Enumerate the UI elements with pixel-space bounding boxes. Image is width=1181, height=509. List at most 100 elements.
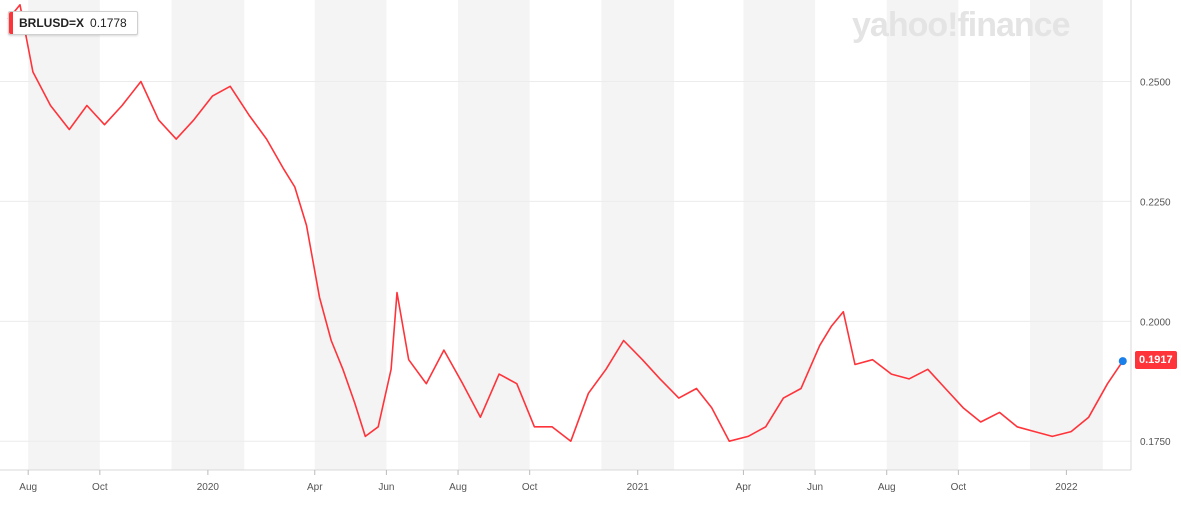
data-point[interactable]	[841, 310, 845, 314]
period-band	[314, 0, 387, 470]
data-point[interactable]	[746, 434, 750, 438]
data-point[interactable]	[926, 367, 930, 371]
data-point[interactable]	[139, 80, 143, 84]
data-point[interactable]	[532, 425, 536, 429]
data-point[interactable]	[376, 425, 380, 429]
period-band	[28, 0, 100, 470]
data-point[interactable]	[961, 406, 965, 410]
data-point[interactable]	[192, 118, 196, 122]
data-point[interactable]	[871, 358, 875, 362]
data-point[interactable]	[18, 3, 22, 7]
data-point[interactable]	[174, 137, 178, 141]
period-band	[458, 0, 530, 470]
data-point[interactable]	[461, 382, 465, 386]
data-point[interactable]	[293, 185, 297, 189]
data-point[interactable]	[497, 372, 501, 376]
data-point[interactable]	[853, 362, 857, 366]
period-band	[743, 0, 816, 470]
y-tick-label: 0.2250	[1140, 197, 1171, 208]
data-point[interactable]	[764, 425, 768, 429]
data-point[interactable]	[907, 377, 911, 381]
data-point[interactable]	[586, 391, 590, 395]
data-point[interactable]	[569, 439, 573, 443]
data-point[interactable]	[157, 118, 161, 122]
gridlines	[0, 81, 1131, 442]
data-point[interactable]	[317, 295, 321, 299]
data-point[interactable]	[1015, 425, 1019, 429]
data-point[interactable]	[658, 377, 662, 381]
data-point[interactable]	[31, 70, 35, 74]
data-point[interactable]	[85, 104, 89, 108]
data-point[interactable]	[247, 113, 251, 117]
y-tick-label: 0.2500	[1140, 78, 1171, 89]
data-point[interactable]	[604, 367, 608, 371]
x-tick-label: Oct	[522, 482, 538, 493]
data-point[interactable]	[830, 324, 834, 328]
x-tick-label: Jun	[807, 482, 823, 493]
data-point[interactable]	[67, 127, 71, 131]
x-tick-label: Oct	[92, 482, 108, 493]
data-point[interactable]	[478, 415, 482, 419]
x-tick-label: 2021	[627, 482, 650, 493]
data-point[interactable]	[799, 386, 803, 390]
y-axis: 0.1750 0.2000 0.2250 0.2500	[0, 0, 1171, 471]
data-point[interactable]	[120, 104, 124, 108]
data-point[interactable]	[424, 382, 428, 386]
data-point[interactable]	[389, 367, 393, 371]
data-point[interactable]	[281, 166, 285, 170]
data-point[interactable]	[341, 367, 345, 371]
data-point[interactable]	[363, 434, 367, 438]
data-point[interactable]	[640, 358, 644, 362]
data-point[interactable]	[265, 137, 269, 141]
data-point[interactable]	[407, 358, 411, 362]
data-point[interactable]	[943, 386, 947, 390]
x-tick-label: Aug	[19, 482, 37, 493]
data-point[interactable]	[781, 396, 785, 400]
data-point[interactable]	[1087, 415, 1091, 419]
data-point[interactable]	[550, 425, 554, 429]
period-band	[601, 0, 675, 470]
legend[interactable]: BRLUSD=X 0.1778	[8, 11, 138, 35]
data-point[interactable]	[889, 372, 893, 376]
data-point[interactable]	[694, 386, 698, 390]
data-point[interactable]	[622, 339, 626, 343]
data-point[interactable]	[353, 401, 357, 405]
x-tick-label: Aug	[449, 482, 467, 493]
data-point[interactable]	[103, 123, 107, 127]
data-point[interactable]	[677, 396, 681, 400]
x-tick-label: Apr	[736, 482, 752, 493]
data-point[interactable]	[395, 291, 399, 295]
data-point[interactable]	[997, 410, 1001, 414]
data-point[interactable]	[228, 84, 232, 88]
x-tick-label: Aug	[878, 482, 896, 493]
current-price-label: 0.1917	[1135, 351, 1177, 369]
x-tick-label: Oct	[951, 482, 967, 493]
period-band	[171, 0, 245, 470]
x-tick-label: Jun	[378, 482, 394, 493]
yahoo-finance-logo: yahoo!finance	[852, 6, 1070, 44]
data-point[interactable]	[1050, 434, 1054, 438]
data-point[interactable]	[727, 439, 731, 443]
data-point[interactable]	[710, 406, 714, 410]
data-point[interactable]	[442, 348, 446, 352]
data-point[interactable]	[818, 343, 822, 347]
data-point[interactable]	[979, 420, 983, 424]
period-band	[886, 0, 959, 470]
data-point[interactable]	[49, 104, 53, 108]
data-point[interactable]	[305, 223, 309, 227]
y-tick-label: 0.1750	[1140, 437, 1171, 448]
legend-symbol: BRLUSD=X	[19, 16, 85, 30]
data-point[interactable]	[211, 94, 215, 98]
data-point[interactable]	[1033, 430, 1037, 434]
x-tick-label: Apr	[307, 482, 323, 493]
data-point[interactable]	[329, 339, 333, 343]
period-band	[1029, 0, 1103, 470]
data-point[interactable]	[515, 382, 519, 386]
data-point[interactable]	[1106, 382, 1110, 386]
current-price-dot	[1118, 357, 1127, 366]
data-point[interactable]	[1069, 430, 1073, 434]
legend-color-swatch	[9, 12, 13, 34]
period-bands	[28, 0, 1103, 470]
